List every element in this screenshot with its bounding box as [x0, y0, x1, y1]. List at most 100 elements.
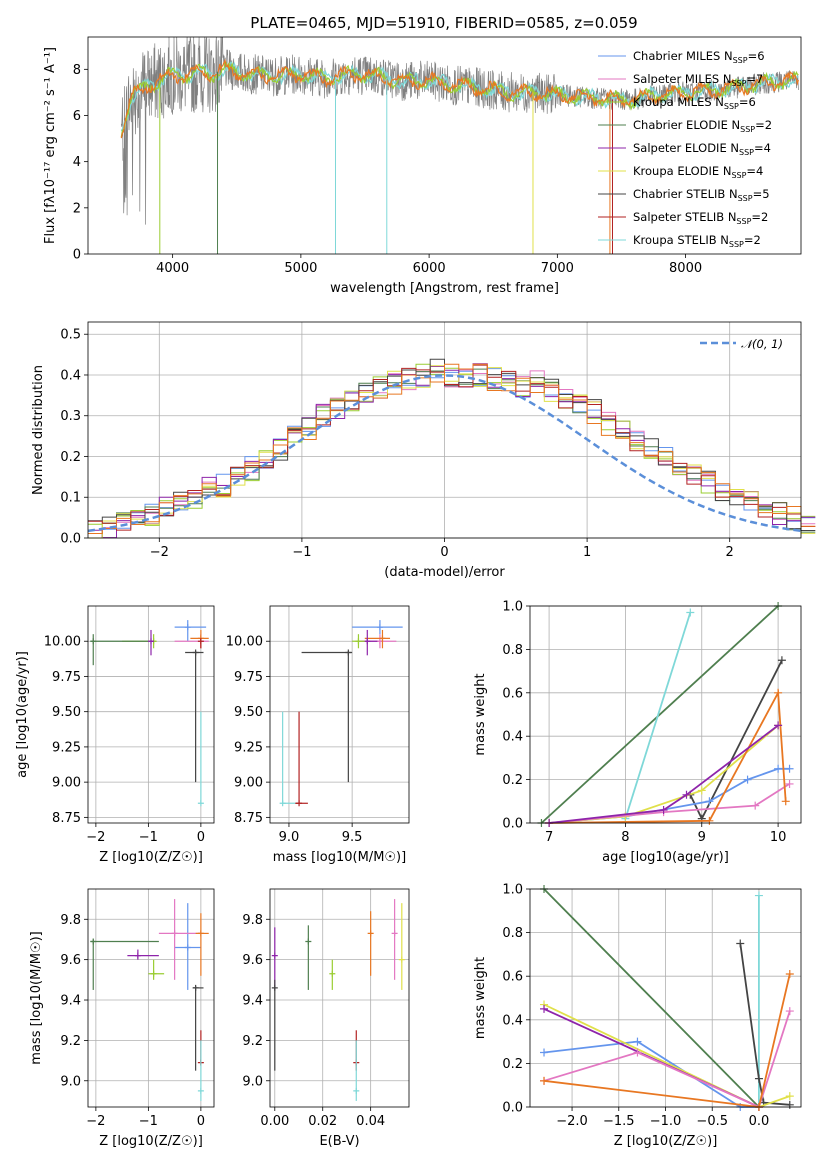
y-tick-label: 9.2	[242, 1034, 263, 1049]
data-point	[279, 800, 286, 807]
histogram-series	[88, 369, 816, 539]
legend-sub: SSP	[729, 240, 744, 249]
histogram-series	[88, 368, 816, 539]
legend-sub: SSP	[736, 217, 751, 226]
y-tick-label: 9.00	[234, 776, 263, 791]
x-tick-label: 0	[197, 1114, 205, 1129]
legend-sub: SSP	[731, 79, 746, 88]
y-tick-label: 0.8	[502, 643, 523, 658]
legend-entry: Salpeter ELODIE NSSP=4	[633, 141, 771, 157]
legend-model: Kroupa STELIB N	[633, 233, 729, 247]
y-axis-label: mass [log10(M/M☉)]	[29, 931, 44, 1064]
weight-series	[739, 943, 790, 1106]
weight-marker	[754, 1074, 763, 1083]
mass_weight_vs_Z-panel: −2.0 −1.5 −1.0 −0.5 0.0 0.0 0.2 0.4 0.6 0.8 1.0 Z […	[473, 883, 802, 1149]
x-axis-label: Z [log10(Z/Z☉)]	[614, 1134, 718, 1149]
y-tick-label: 0	[73, 248, 81, 263]
legend-nssp: =6	[739, 95, 756, 109]
y-tick-label: 0.5	[60, 328, 81, 343]
data-point	[197, 1087, 204, 1094]
weight-marker	[781, 797, 790, 806]
data-point	[296, 800, 303, 807]
legend-model: Chabrier ELODIE N	[633, 118, 740, 132]
weight-series	[689, 659, 783, 821]
x-tick-label: 8	[621, 830, 629, 845]
weight-series	[548, 724, 779, 824]
weight-marker	[659, 805, 668, 814]
weight-marker	[785, 1100, 794, 1109]
y-tick-label: 0.0	[60, 532, 81, 547]
axes-frame	[269, 605, 410, 824]
data-point	[379, 635, 386, 642]
weight-series	[549, 689, 787, 824]
y-tick-label: 4	[73, 155, 81, 170]
weight-marker	[540, 1076, 549, 1085]
legend-sub: SSP	[724, 102, 739, 111]
y-tick-label: 9.0	[60, 1074, 81, 1089]
y-tick-label: 0.2	[60, 450, 81, 465]
legend-entry: Chabrier STELIB NSSP=5	[633, 187, 770, 203]
x-tick-label: 0	[197, 830, 205, 845]
y-tick-label: 9.75	[52, 670, 81, 685]
legend-sub: SSP	[731, 171, 746, 180]
weight-marker	[785, 970, 794, 979]
y-tick-label: 2	[73, 201, 81, 216]
histogram-series	[88, 358, 816, 531]
y-tick-label: 6	[73, 109, 81, 124]
x-axis-label: age [log10(age/yr)]	[602, 850, 729, 865]
x-tick-label: 6000	[413, 261, 446, 276]
legend-nssp: =5	[753, 187, 770, 201]
data-point	[398, 956, 405, 963]
y-tick-label: 0.4	[60, 368, 81, 383]
data-point	[134, 952, 141, 959]
legend-entry: Chabrier MILES NSSP=6	[633, 49, 765, 65]
weight-marker	[785, 1007, 794, 1016]
y-tick-label: 9.6	[242, 953, 263, 968]
histogram-series	[88, 365, 816, 539]
histogram-series	[88, 364, 816, 531]
data-point	[353, 1087, 360, 1094]
histogram-series	[88, 363, 816, 539]
x-tick-label: −1	[139, 830, 158, 845]
y-tick-label: 8.75	[234, 811, 263, 826]
y-tick-label: 9.25	[234, 740, 263, 755]
y-tick-label: 9.8	[60, 913, 81, 928]
residuals-panel: −2 −1 0 1 2 0.0 0.1 0.2 0.3 0.4 0.5 (data-model)/er…	[31, 321, 816, 580]
y-tick-label: 9.00	[52, 776, 81, 791]
x-tick-label: 8000	[669, 261, 702, 276]
y-tick-label: 0.4	[502, 1013, 523, 1028]
x-tick-label: −1	[139, 1114, 158, 1129]
weight-series	[540, 605, 779, 824]
mass_vs_Z-panel: −2 −1 0 9.0 9.2 9.4 9.6 9.8 Z [log10(Z/Z☉)] mass …	[29, 888, 215, 1149]
legend-nssp: =7	[746, 72, 763, 86]
age_vs_mass-panel: 9.0 9.5 8.75 9.00 9.25 9.50 9.75 10.00 mass [log…	[226, 605, 410, 865]
legend-entry: 𝒩(0, 1)	[741, 337, 783, 351]
legend-entry: Kroupa STELIB NSSP=2	[633, 233, 761, 249]
weight-marker	[633, 1048, 642, 1057]
weight-marker	[686, 608, 695, 617]
data-point	[197, 800, 204, 807]
model-spectrum	[120, 58, 799, 139]
data-point	[184, 624, 191, 631]
legend-sub: SSP	[738, 194, 753, 203]
legend-model: Chabrier STELIB N	[633, 187, 738, 201]
legend-nssp: =2	[744, 233, 761, 247]
legend-model: Salpeter MILES N	[633, 72, 731, 86]
y-tick-label: 0.1	[60, 491, 81, 506]
legend-nssp: =4	[754, 141, 771, 155]
y-tick-label: 9.0	[242, 1074, 263, 1089]
y-tick-label: 0.6	[502, 686, 523, 701]
data-point	[148, 638, 154, 645]
data-point	[150, 970, 157, 977]
y-tick-label: 0.6	[502, 970, 523, 985]
data-point	[90, 938, 97, 945]
data-point	[367, 930, 374, 937]
y-tick-label: 0.2	[502, 773, 523, 788]
x-tick-label: 5000	[284, 261, 317, 276]
axes-frame	[87, 321, 802, 539]
data-point	[364, 638, 371, 645]
y-tick-label: 0.0	[502, 817, 523, 832]
model-spectrum	[120, 61, 799, 132]
